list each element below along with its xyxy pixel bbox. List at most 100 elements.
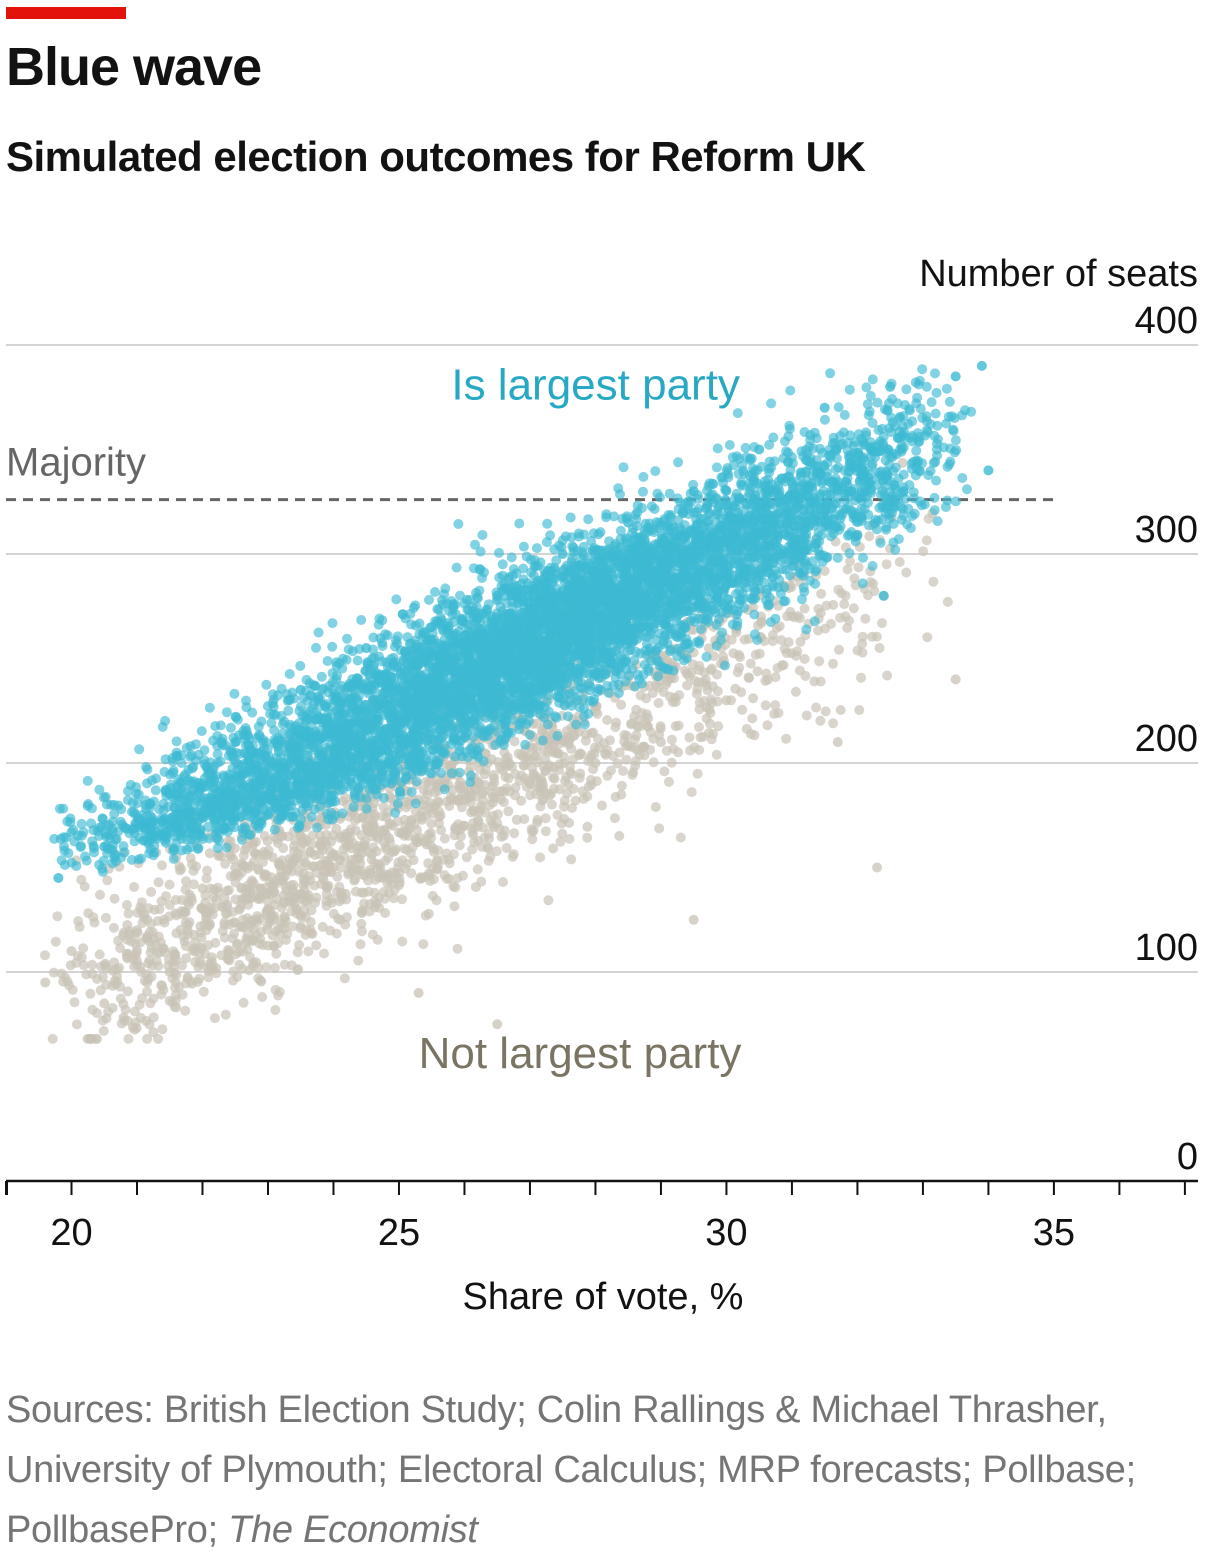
point-not-largest: [99, 960, 110, 971]
point-not-largest: [69, 997, 80, 1008]
point-not-largest: [845, 556, 855, 567]
point-not-largest: [705, 718, 715, 729]
point-not-largest: [328, 862, 339, 873]
point-not-largest: [346, 843, 356, 854]
point-is-largest: [875, 537, 886, 548]
point-not-largest: [262, 836, 273, 847]
point-not-largest: [563, 739, 574, 750]
point-not-largest: [146, 919, 157, 929]
point-not-largest: [146, 971, 157, 982]
point-not-largest: [171, 1002, 182, 1013]
point-not-largest: [616, 789, 627, 800]
point-not-largest: [263, 845, 274, 856]
point-not-largest: [339, 973, 350, 984]
point-is-largest: [613, 688, 624, 699]
point-not-largest: [241, 938, 252, 949]
point-not-largest: [794, 665, 805, 676]
point-not-largest: [196, 932, 207, 943]
point-not-largest: [305, 847, 316, 858]
point-not-largest: [498, 797, 509, 808]
point-is-largest: [839, 410, 850, 420]
point-not-largest: [556, 818, 567, 829]
point-not-largest: [524, 778, 535, 789]
point-not-largest: [181, 876, 191, 887]
point-not-largest: [431, 895, 442, 906]
point-not-largest: [295, 921, 306, 932]
point-not-largest: [474, 779, 485, 789]
point-not-largest: [107, 1003, 118, 1013]
point-not-largest: [355, 939, 366, 950]
point-not-largest: [568, 783, 579, 794]
point-not-largest: [249, 847, 260, 858]
point-is-largest: [870, 514, 881, 525]
point-not-largest: [122, 934, 133, 945]
point-not-largest: [357, 926, 367, 937]
point-not-largest: [509, 736, 520, 747]
point-is-largest: [615, 489, 625, 500]
point-not-largest: [641, 709, 652, 720]
point-not-largest: [499, 747, 510, 758]
y-axis-label: Number of seats: [919, 253, 1198, 295]
point-not-largest: [566, 854, 577, 865]
point-not-largest: [137, 918, 148, 928]
point-is-largest: [492, 727, 503, 738]
point-not-largest: [465, 797, 476, 808]
point-not-largest: [842, 564, 853, 575]
point-is-largest: [871, 524, 882, 535]
point-not-largest: [83, 908, 94, 919]
point-not-largest: [194, 973, 205, 984]
point-not-largest: [712, 669, 722, 680]
point-not-largest: [469, 837, 480, 848]
point-not-largest: [501, 843, 512, 853]
point-not-largest: [198, 986, 209, 997]
point-not-largest: [101, 912, 111, 923]
point-not-largest: [489, 822, 500, 832]
point-not-largest: [368, 822, 379, 833]
point-not-largest: [799, 654, 810, 664]
point-not-largest: [744, 673, 755, 683]
point-is-largest: [749, 609, 760, 620]
point-not-largest: [416, 812, 427, 823]
point-not-largest: [605, 735, 615, 746]
point-is-largest: [931, 475, 942, 486]
point-not-largest: [278, 898, 289, 909]
point-not-largest: [706, 694, 717, 705]
point-not-largest: [774, 621, 785, 632]
point-not-largest: [148, 993, 159, 1004]
point-not-largest: [458, 870, 468, 881]
point-not-largest: [294, 940, 305, 950]
point-not-largest: [583, 781, 594, 792]
point-not-largest: [519, 814, 530, 825]
point-not-largest: [416, 873, 427, 884]
point-not-largest: [454, 840, 465, 851]
point-is-largest: [696, 624, 706, 635]
point-not-largest: [616, 780, 627, 791]
point-not-largest: [567, 803, 577, 813]
point-not-largest: [204, 920, 215, 931]
point-not-largest: [122, 986, 133, 997]
point-not-largest: [220, 1009, 231, 1020]
point-not-largest: [684, 732, 695, 743]
point-is-largest: [327, 618, 338, 629]
point-not-largest: [394, 867, 405, 878]
point-not-largest: [311, 892, 322, 903]
point-not-largest: [426, 818, 437, 829]
point-not-largest: [694, 660, 705, 671]
point-not-largest: [86, 1033, 97, 1044]
point-not-largest: [704, 704, 715, 715]
point-not-largest: [493, 809, 503, 820]
point-is-largest: [462, 752, 473, 763]
point-is-largest: [926, 397, 937, 408]
point-not-largest: [121, 900, 132, 910]
point-not-largest: [253, 962, 264, 973]
point-not-largest: [154, 947, 165, 958]
point-not-largest: [632, 721, 643, 732]
point-not-largest: [374, 902, 385, 913]
point-not-largest: [201, 873, 212, 884]
point-not-largest: [384, 874, 395, 885]
point-not-largest: [557, 828, 568, 839]
point-is-largest: [514, 518, 525, 529]
point-not-largest: [131, 925, 142, 936]
point-not-largest: [269, 962, 280, 973]
point-not-largest: [438, 854, 449, 865]
